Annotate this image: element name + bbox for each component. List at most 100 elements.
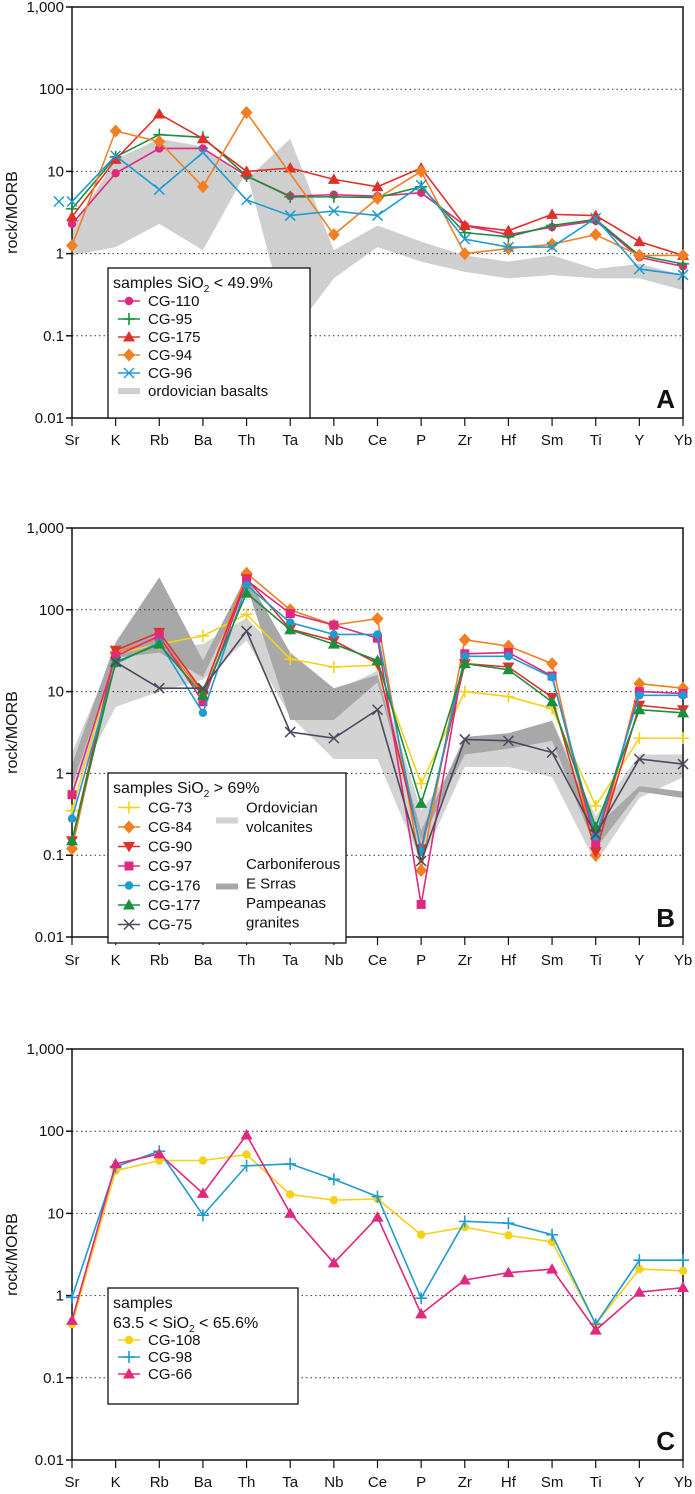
data-point xyxy=(458,1273,471,1285)
data-point xyxy=(196,689,209,700)
data-point xyxy=(327,638,340,649)
legend-label: ordovician basalts xyxy=(148,383,268,400)
y-axis-label: rock/MORB xyxy=(4,171,21,254)
y-tick-label: 10 xyxy=(47,1205,64,1222)
legend-title: samples xyxy=(113,1295,173,1312)
data-point xyxy=(371,180,384,192)
x-tick-label: Y xyxy=(634,1474,644,1491)
y-tick-label: 1,000 xyxy=(26,520,64,537)
data-point xyxy=(678,1266,688,1276)
x-tick-label: Y xyxy=(634,432,644,449)
data-point xyxy=(416,1230,426,1239)
legend: samples SiO2 > 69%CG-73 CG-84 CG-90 CG-97 CG… xyxy=(107,772,347,944)
x-tick-label: Nb xyxy=(324,1474,343,1491)
data-point xyxy=(111,169,120,178)
x-tick-label: K xyxy=(111,1474,121,1491)
data-point xyxy=(285,609,295,619)
data-point xyxy=(286,618,295,627)
x-tick-label: Th xyxy=(238,432,256,449)
data-point xyxy=(109,645,122,657)
data-point xyxy=(198,708,208,718)
x-tick-label: Ba xyxy=(194,432,213,449)
data-point xyxy=(546,208,559,219)
legend-marker xyxy=(123,1368,135,1379)
data-point xyxy=(677,1281,689,1293)
y-tick-label: 1,000 xyxy=(26,0,64,16)
x-tick-label: P xyxy=(416,952,426,969)
data-point xyxy=(547,672,557,682)
data-point xyxy=(153,638,166,649)
data-point xyxy=(502,242,515,256)
data-point xyxy=(196,1209,209,1222)
legend-label: CG-73 xyxy=(148,800,192,817)
data-point xyxy=(635,1264,644,1274)
y-tick-label: 0.01 xyxy=(35,929,64,946)
legend-label: CG-110 xyxy=(148,293,199,310)
x-tick-label: Ti xyxy=(590,952,602,969)
data-point xyxy=(66,210,78,222)
data-point xyxy=(198,697,208,707)
data-point xyxy=(240,1159,253,1172)
x-tick-label: Ti xyxy=(590,432,602,449)
data-point xyxy=(66,1291,78,1304)
data-point xyxy=(284,653,297,666)
data-point xyxy=(240,587,253,598)
data-point xyxy=(589,209,602,221)
data-point xyxy=(155,1156,164,1165)
data-point xyxy=(502,241,514,253)
legend-label: CG-96 xyxy=(148,365,192,382)
y-axis-label: rock/MORB xyxy=(4,691,21,774)
x-tick-label: Yb xyxy=(674,952,692,969)
data-point xyxy=(458,685,471,698)
data-point xyxy=(415,855,427,867)
data-point xyxy=(197,146,209,158)
data-point xyxy=(198,1156,208,1165)
data-point xyxy=(197,682,209,694)
x-tick-label: P xyxy=(416,1474,426,1491)
data-point xyxy=(67,814,77,823)
data-point xyxy=(458,219,471,230)
legend-label: CG-97 xyxy=(148,858,192,875)
data-point xyxy=(242,1150,251,1159)
data-point xyxy=(284,726,296,738)
x-tick-label: K xyxy=(111,952,121,969)
x-tick-label: Ce xyxy=(368,952,387,969)
series-cg-177 xyxy=(66,587,689,846)
legend-box xyxy=(107,772,347,944)
series-cg-94 xyxy=(66,106,689,262)
data-point xyxy=(502,735,514,747)
data-point xyxy=(371,654,384,665)
y-tick-label: 100 xyxy=(39,1123,64,1140)
x-tick-label: Ba xyxy=(194,1474,213,1491)
y-tick-label: 10 xyxy=(47,163,64,180)
data-point xyxy=(240,165,253,176)
band-ordovician-basalts xyxy=(72,138,683,336)
legend-marker xyxy=(123,899,135,910)
legend-label: Carboniferous xyxy=(246,856,340,873)
data-point xyxy=(66,195,78,208)
data-point xyxy=(153,1147,166,1159)
data-point xyxy=(633,1286,646,1297)
data-point xyxy=(678,691,688,700)
legend-marker xyxy=(123,918,135,931)
series-cg-66 xyxy=(66,1128,689,1335)
data-point xyxy=(502,690,515,703)
data-point xyxy=(590,828,602,840)
series-cg-96 xyxy=(66,146,689,281)
data-point xyxy=(460,652,469,661)
data-point xyxy=(415,164,428,178)
data-point xyxy=(153,682,165,694)
legend: samples SiO2 < 49.9%CG-110CG-95CG-175CG-… xyxy=(107,267,311,419)
data-point xyxy=(546,746,558,759)
x-tick-label: Rb xyxy=(150,952,169,969)
data-point xyxy=(371,191,384,205)
y-tick-label: 0.1 xyxy=(43,328,64,345)
data-point xyxy=(153,184,165,196)
data-point xyxy=(633,677,646,691)
x-tick-label: Sm xyxy=(541,952,564,969)
legend-box xyxy=(107,1287,299,1405)
x-tick-label: Ta xyxy=(282,1474,299,1491)
data-point xyxy=(329,620,339,630)
data-point xyxy=(328,732,340,744)
series-line xyxy=(71,111,683,257)
